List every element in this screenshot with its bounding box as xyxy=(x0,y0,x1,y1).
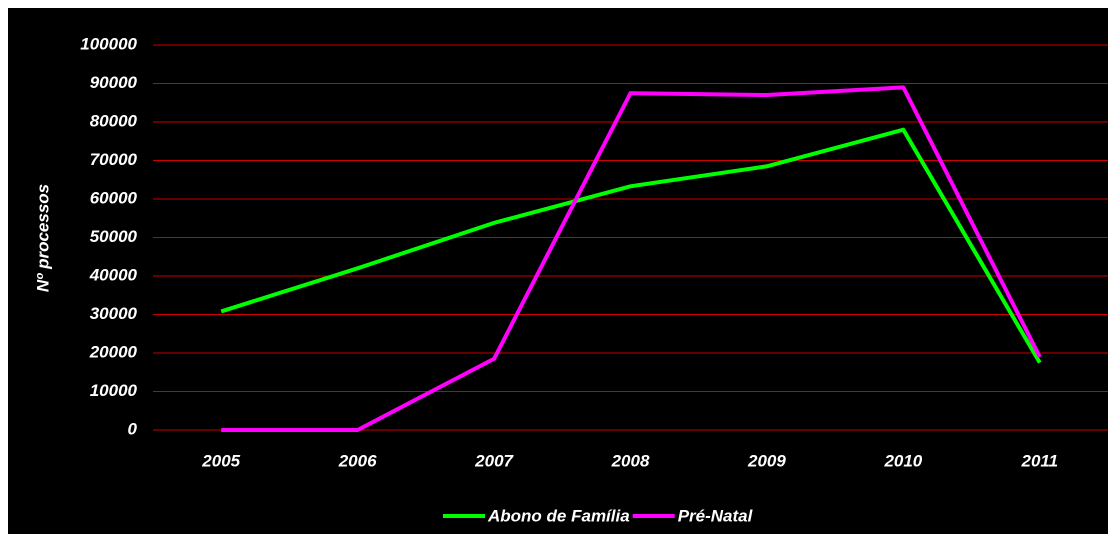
x-tick-label: 2010 xyxy=(883,451,922,470)
y-tick-label: 40000 xyxy=(89,265,138,284)
x-tick-label: 2007 xyxy=(474,451,514,470)
y-tick-label: 30000 xyxy=(90,304,138,323)
y-tick-label: 70000 xyxy=(90,150,138,169)
y-tick-label: 10000 xyxy=(90,381,138,400)
series-line xyxy=(220,127,1042,364)
y-tick-label: 50000 xyxy=(90,227,138,246)
y-tick-label: 100000 xyxy=(80,34,137,53)
y-axis-label: Nº processos xyxy=(33,184,52,292)
y-tick-label: 80000 xyxy=(90,111,138,130)
x-tick-label: 2009 xyxy=(747,451,786,470)
y-tick-label: 20000 xyxy=(89,342,138,361)
x-tick-label: 2008 xyxy=(611,451,650,470)
y-tick-label: 90000 xyxy=(90,73,138,92)
y-tick-label: 60000 xyxy=(90,188,138,207)
legend-label: Pré-Natal xyxy=(678,506,754,525)
x-tick-label: 2005 xyxy=(201,451,240,470)
y-tick-label: 0 xyxy=(128,419,138,438)
x-tick-label: 2006 xyxy=(338,451,377,470)
x-tick-label: 2011 xyxy=(1021,451,1059,470)
legend-label: Abono de Família xyxy=(487,506,630,525)
series-line xyxy=(221,85,1042,432)
background xyxy=(8,8,1108,534)
